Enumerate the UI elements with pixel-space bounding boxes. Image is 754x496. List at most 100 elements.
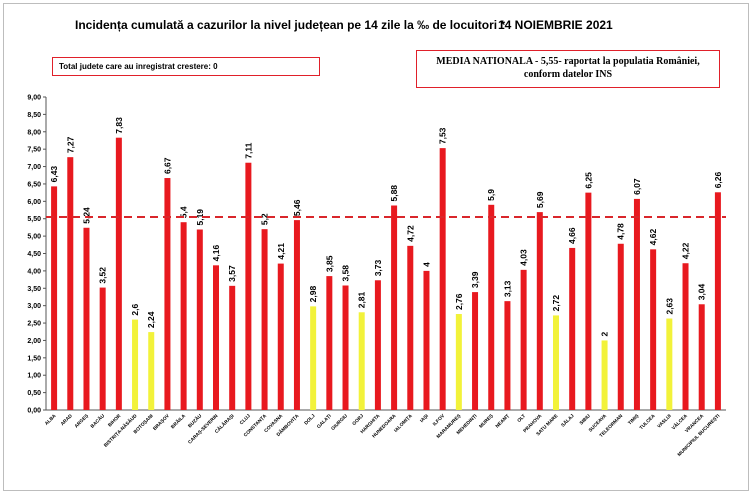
- category-label: SĂLAJ: [560, 412, 576, 428]
- category-label: TULCEA: [639, 413, 657, 431]
- value-label: 3,04: [697, 283, 707, 300]
- value-label: 2,76: [454, 293, 464, 310]
- value-label: 3,57: [227, 265, 237, 282]
- bar-34: [601, 340, 608, 410]
- value-label: 5,19: [195, 209, 205, 226]
- y-tick-label: 7,00: [27, 164, 41, 171]
- y-tick-label: 3,50: [27, 286, 41, 293]
- value-label: 5,24: [81, 207, 91, 224]
- value-label: 2,81: [357, 291, 367, 308]
- value-label: 7,27: [65, 136, 75, 153]
- bar-23: [423, 270, 430, 410]
- value-label: 4,21: [276, 243, 286, 260]
- value-label: 5,2: [260, 213, 270, 225]
- bar-6: [148, 332, 155, 410]
- y-tick-label: 5,00: [27, 234, 41, 241]
- value-label: 6,25: [583, 172, 593, 189]
- value-label: 3,73: [373, 259, 383, 276]
- category-label: SIBIU: [579, 413, 593, 427]
- y-tick-label: 1,50: [27, 355, 41, 362]
- y-tick-label: 0,00: [27, 408, 41, 415]
- bar-25: [455, 314, 462, 410]
- category-label: ALBA: [44, 413, 58, 427]
- y-tick-label: 1,00: [27, 373, 41, 380]
- bar-9: [196, 229, 203, 410]
- bar-19: [358, 312, 365, 410]
- value-label: 4,03: [519, 249, 529, 266]
- value-label: 2: [600, 331, 610, 336]
- bar-8: [180, 222, 187, 410]
- y-tick-label: 5,50: [27, 216, 41, 223]
- y-tick-label: 0,50: [27, 390, 41, 397]
- value-label: 7,83: [114, 117, 124, 134]
- value-label: 4,16: [211, 245, 221, 262]
- value-label: 2,72: [551, 295, 561, 312]
- bar-26: [472, 292, 479, 410]
- category-label: NEAMȚ: [495, 413, 511, 429]
- category-label: ARAD: [60, 413, 74, 427]
- value-label: 7,53: [438, 127, 448, 144]
- y-tick-label: 8,50: [27, 112, 41, 119]
- bar-40: [698, 304, 705, 410]
- y-tick-label: 2,50: [27, 321, 41, 328]
- national-average-line1: MEDIA NATIONALA - 5,55- raportat la popu…: [436, 56, 700, 67]
- bar-0: [51, 186, 58, 410]
- category-label: MUREȘ: [478, 413, 495, 430]
- category-label: GIURGIU: [330, 413, 349, 432]
- bar-16: [310, 306, 317, 410]
- bar-30: [536, 212, 543, 410]
- bar-13: [261, 229, 268, 410]
- y-tick-label: 3,00: [27, 303, 41, 310]
- value-label: 3,58: [341, 265, 351, 282]
- category-label: CLUJ: [239, 413, 252, 426]
- value-label: 2,98: [308, 286, 318, 303]
- bar-2: [83, 227, 90, 410]
- category-label: OLT: [516, 413, 527, 424]
- value-label: 6,43: [49, 166, 59, 183]
- bar-22: [407, 245, 414, 410]
- value-label: 5,9: [486, 189, 496, 201]
- y-tick-label: 6,50: [27, 181, 41, 188]
- category-label: GORJ: [351, 413, 365, 427]
- bar-33: [585, 192, 592, 410]
- category-label: CARAȘ-SEVERIN: [187, 413, 220, 446]
- bar-15: [293, 220, 300, 410]
- y-tick-label: 4,00: [27, 268, 41, 275]
- bar-28: [504, 301, 511, 410]
- bar-12: [245, 162, 252, 410]
- bar-32: [569, 247, 576, 410]
- bar-41: [714, 192, 721, 410]
- y-tick-label: 7,50: [27, 147, 41, 154]
- value-label: 4,72: [405, 225, 415, 242]
- bar-7: [164, 178, 171, 410]
- value-label: 5,46: [292, 199, 302, 216]
- y-tick-label: 8,00: [27, 129, 41, 136]
- bar-37: [650, 249, 657, 410]
- category-label: TIMIȘ: [627, 413, 641, 427]
- category-label: BRAȘOV: [152, 413, 171, 432]
- bar-18: [342, 285, 349, 410]
- category-label: BRĂILA: [169, 412, 187, 430]
- value-label: 3,39: [470, 271, 480, 288]
- category-label: ARGEȘ: [74, 413, 91, 430]
- chart-title: Incidența cumulată a cazurilor la nivel …: [75, 18, 506, 32]
- value-label: 4,66: [567, 227, 577, 244]
- y-tick-label: 2,00: [27, 338, 41, 345]
- category-label: VASLUI: [656, 413, 673, 430]
- y-tick-label: 4,50: [27, 251, 41, 258]
- y-tick-label: 9,00: [27, 95, 41, 102]
- y-tick-label: 6,00: [27, 199, 41, 206]
- bar-5: [132, 319, 139, 410]
- category-label: BACĂU: [89, 412, 107, 430]
- value-label: 4,22: [681, 242, 691, 259]
- bar-38: [666, 318, 673, 410]
- bar-21: [391, 205, 398, 410]
- value-label: 5,4: [179, 206, 189, 218]
- value-label: 5,88: [389, 185, 399, 202]
- national-average-line2: conform datelor INS: [523, 69, 613, 80]
- value-label: 6,67: [162, 157, 172, 174]
- value-label: 3,85: [324, 255, 334, 272]
- value-label: 6,26: [713, 171, 723, 188]
- bar-14: [277, 263, 284, 410]
- bar-20: [374, 280, 381, 410]
